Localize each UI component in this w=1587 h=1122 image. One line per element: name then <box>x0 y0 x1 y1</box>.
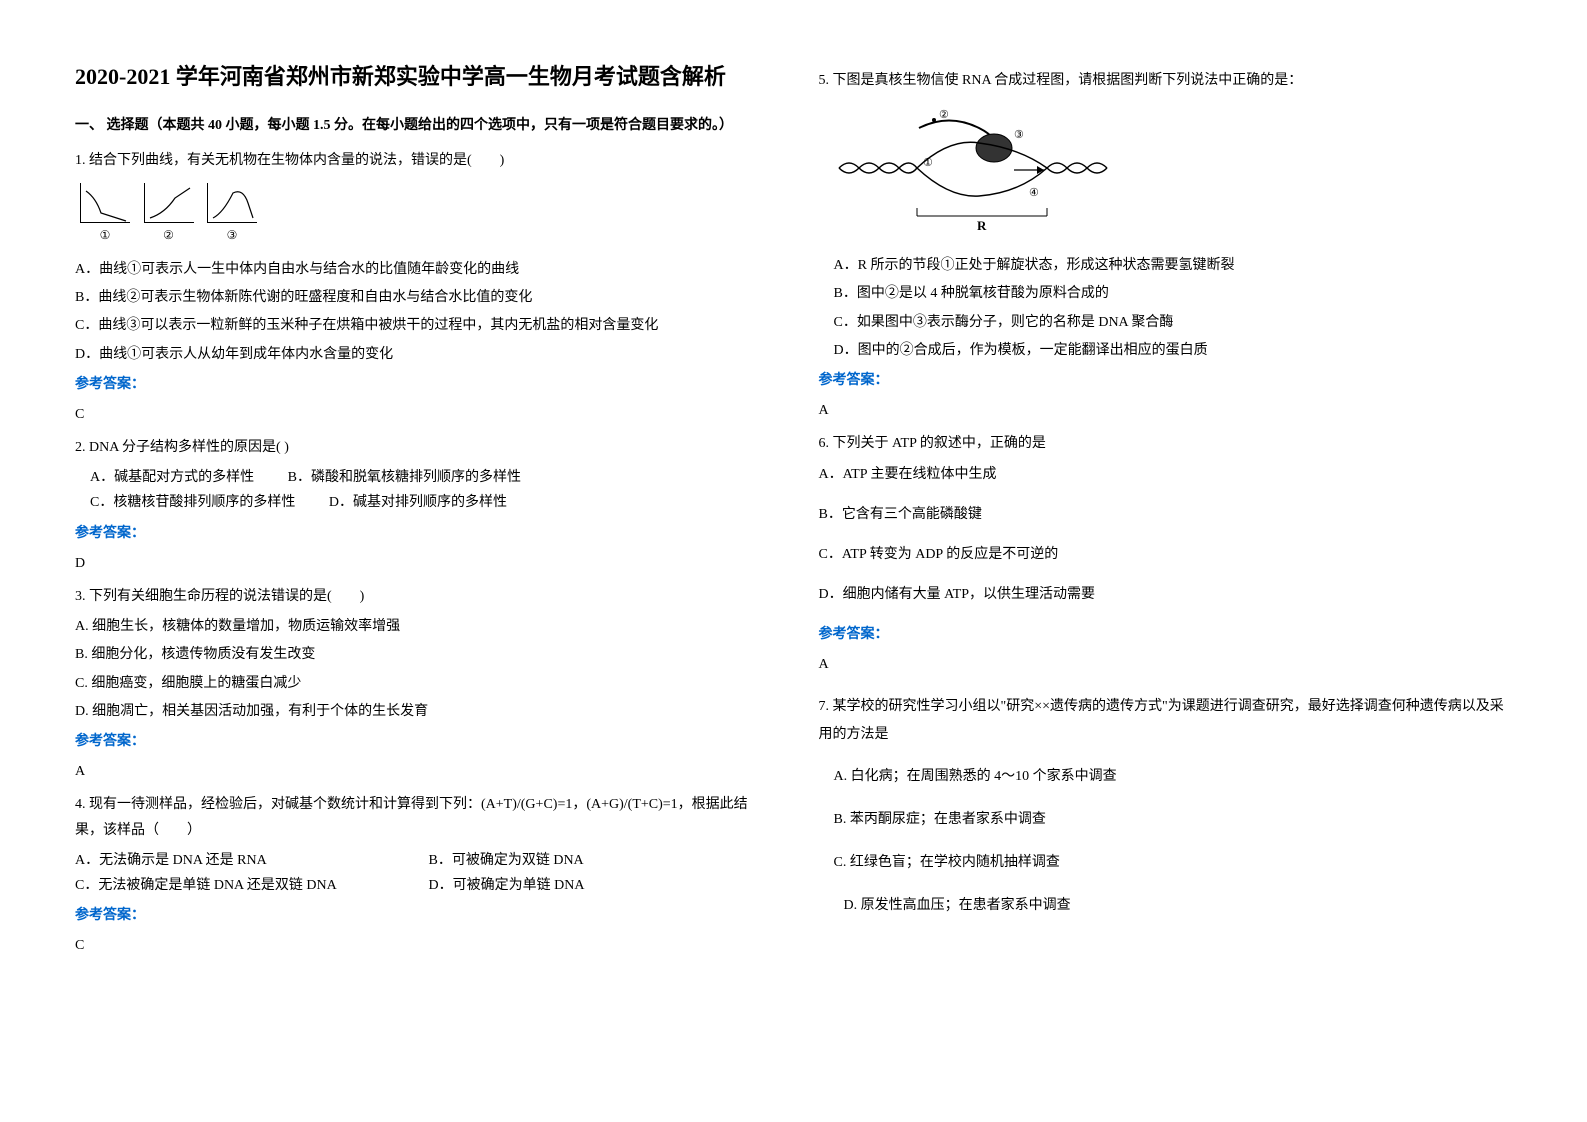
q2-stem: 2. DNA 分子结构多样性的原因是( ) <box>75 435 769 460</box>
q6-optC: C．ATP 转变为 ADP 的反应是不可逆的 <box>819 542 1513 567</box>
graph-3 <box>207 183 257 223</box>
graph-2-label: ② <box>139 225 199 247</box>
q7-stem: 7. 某学校的研究性学习小组以"研究××遗传病的遗传方式"为课题进行调查研究，最… <box>819 693 1513 749</box>
q7-optB: B. 苯丙酮尿症；在患者家系中调查 <box>834 807 1513 832</box>
diagram-label-R: R <box>977 218 987 233</box>
graph-3-label: ③ <box>202 225 262 247</box>
q4-answer: C <box>75 933 769 958</box>
q4-stem: 4. 现有一待测样品，经检验后，对碱基个数统计和计算得到下列：(A+T)/(G+… <box>75 792 769 842</box>
q5-answer: A <box>819 398 1513 423</box>
q3-answer: A <box>75 759 769 784</box>
q1-answer-label: 参考答案： <box>75 372 769 397</box>
q5-answer-label: 参考答案： <box>819 368 1513 393</box>
q2-optA: A．碱基配对方式的多样性 <box>90 465 254 490</box>
q4-optC: C．无法被确定是单链 DNA 还是双链 DNA <box>75 873 395 898</box>
svg-text:④: ④ <box>1029 187 1039 199</box>
q2-answer-label: 参考答案： <box>75 521 769 546</box>
q3-answer-label: 参考答案： <box>75 729 769 754</box>
q2-optD: D．碱基对排列顺序的多样性 <box>329 490 507 515</box>
q1-stem: 1. 结合下列曲线，有关无机物在生物体内含量的说法，错误的是( ) <box>75 148 769 173</box>
q7-optC: C. 红绿色盲；在学校内随机抽样调查 <box>834 850 1513 875</box>
graph-1-label: ① <box>75 225 135 247</box>
q5-optC: C．如果图中③表示酶分子，则它的名称是 DNA 聚合酶 <box>834 310 1513 335</box>
q2-optB: B．磷酸和脱氧核糖排列顺序的多样性 <box>288 465 521 490</box>
svg-text:③: ③ <box>1014 129 1024 141</box>
q1-graphs: ① ② ③ <box>75 183 769 247</box>
q6-optD: D．细胞内储有大量 ATP，以供生理活动需要 <box>819 582 1513 607</box>
svg-text:②: ② <box>939 109 949 121</box>
q1-optC: C．曲线③可以表示一粒新鲜的玉米种子在烘箱中被烘干的过程中，其内无机盐的相对含量… <box>75 313 769 338</box>
q4-optA: A．无法确示是 DNA 还是 RNA <box>75 848 395 873</box>
q6-answer: A <box>819 652 1513 677</box>
q5-diagram: ② ③ ① ④ R <box>819 108 1513 238</box>
q5-stem: 5. 下图是真核生物信使 RNA 合成过程图，请根据图判断下列说法中正确的是： <box>819 68 1513 93</box>
graph-2 <box>144 183 194 223</box>
q1-answer: C <box>75 402 769 427</box>
q7-optA: A. 白化病；在周围熟悉的 4～10 个家系中调查 <box>834 764 1513 789</box>
q6-optB: B．它含有三个高能磷酸键 <box>819 502 1513 527</box>
q4-answer-label: 参考答案： <box>75 903 769 928</box>
q3-stem: 3. 下列有关细胞生命历程的说法错误的是( ) <box>75 584 769 609</box>
q5-optD: D．图中的②合成后，作为模板，一定能翻译出相应的蛋白质 <box>834 338 1513 363</box>
svg-text:①: ① <box>923 157 933 169</box>
q7-optD: D. 原发性高血压；在患者家系中调查 <box>844 893 1513 918</box>
rna-diagram: ② ③ ① ④ R <box>819 108 1119 238</box>
q1-optA: A．曲线①可表示人一生中体内自由水与结合水的比值随年龄变化的曲线 <box>75 257 769 282</box>
q2-optC: C．核糖核苷酸排列顺序的多样性 <box>90 490 295 515</box>
right-column: 5. 下图是真核生物信使 RNA 合成过程图，请根据图判断下列说法中正确的是： … <box>794 60 1538 1062</box>
q3-optB: B. 细胞分化，核遗传物质没有发生改变 <box>75 642 769 667</box>
q6-stem: 6. 下列关于 ATP 的叙述中，正确的是 <box>819 431 1513 456</box>
q4-optD: D．可被确定为单链 DNA <box>429 873 585 898</box>
section-header: 一、 选择题（本题共 40 小题，每小题 1.5 分。在每小题给出的四个选项中，… <box>75 113 769 138</box>
q3-optC: C. 细胞癌变，细胞膜上的糖蛋白减少 <box>75 671 769 696</box>
left-column: 2020-2021 学年河南省郑州市新郑实验中学高一生物月考试题含解析 一、 选… <box>50 60 794 1062</box>
q5-optB: B．图中②是以 4 种脱氧核苷酸为原料合成的 <box>834 281 1513 306</box>
q1-optD: D．曲线①可表示人从幼年到成年体内水含量的变化 <box>75 342 769 367</box>
q5-optA: A．R 所示的节段①正处于解旋状态，形成这种状态需要氢键断裂 <box>834 253 1513 278</box>
q3-optA: A. 细胞生长，核糖体的数量增加，物质运输效率增强 <box>75 614 769 639</box>
q6-optA: A．ATP 主要在线粒体中生成 <box>819 462 1513 487</box>
q6-answer-label: 参考答案： <box>819 622 1513 647</box>
graph-1 <box>80 183 130 223</box>
q1-optB: B．曲线②可表示生物体新陈代谢的旺盛程度和自由水与结合水比值的变化 <box>75 285 769 310</box>
q3-optD: D. 细胞凋亡，相关基因活动加强，有利于个体的生长发育 <box>75 699 769 724</box>
q4-optB: B．可被确定为双链 DNA <box>429 848 584 873</box>
q2-answer: D <box>75 551 769 576</box>
exam-title: 2020-2021 学年河南省郑州市新郑实验中学高一生物月考试题含解析 <box>75 60 769 93</box>
